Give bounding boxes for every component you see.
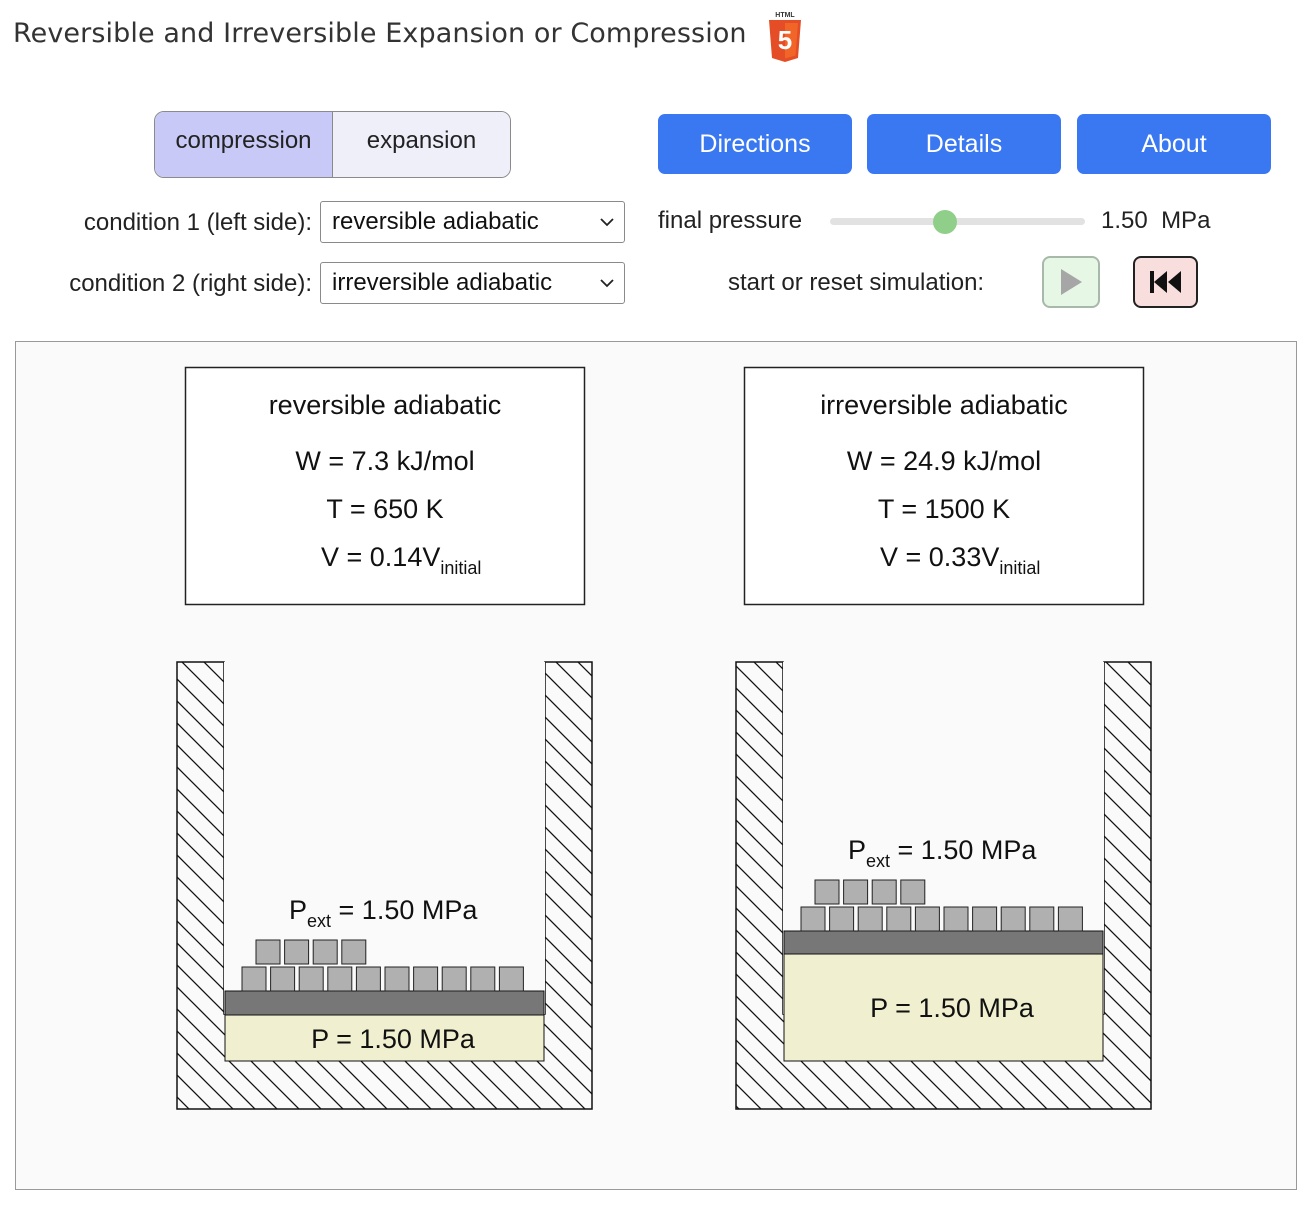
condition-1-label: condition 1 (left side): xyxy=(83,209,312,236)
weight-block xyxy=(1029,906,1055,932)
weight-block xyxy=(327,966,353,992)
left-piston xyxy=(224,990,545,1016)
condition-2-value: irreversible adiabatic xyxy=(332,269,553,296)
weight-block xyxy=(943,906,969,932)
weight-block xyxy=(413,966,439,992)
right-pext-label: Pext = 1.50 MPa xyxy=(848,835,1037,871)
weight-block xyxy=(843,879,869,905)
weight-block xyxy=(355,966,381,992)
left-gas xyxy=(224,1014,545,1062)
right-work: W = 24.9 kJ/mol xyxy=(847,446,1041,476)
about-button[interactable]: About xyxy=(1077,114,1271,174)
final-pressure-value: 1.50 xyxy=(1101,207,1148,234)
weight-block xyxy=(829,906,855,932)
right-pext-p: P xyxy=(848,835,866,865)
weight-block xyxy=(270,966,296,992)
left-pext-label: Pext = 1.50 MPa xyxy=(289,895,478,931)
mode-toggle: compression expansion xyxy=(154,111,511,178)
right-info-box: irreversible adiabatic W = 24.9 kJ/mol T… xyxy=(743,366,1145,606)
chevron-down-icon xyxy=(600,218,614,227)
final-pressure-slider[interactable] xyxy=(830,218,1085,225)
logo-label: HTML xyxy=(775,12,795,19)
compression-option[interactable]: compression xyxy=(155,112,332,177)
left-volume: V = 0.14Vinitial xyxy=(321,542,481,578)
right-volume-prefix: V = 0.33V xyxy=(880,542,999,572)
weight-block xyxy=(1057,906,1083,932)
left-weights xyxy=(241,939,524,992)
left-pext-value: = 1.50 MPa xyxy=(331,895,478,925)
simulation-control-label: start or reset simulation: xyxy=(728,269,985,296)
left-cylinder: Pext = 1.50 MPa P = 1.50 MPa xyxy=(176,661,593,1110)
right-piston xyxy=(783,930,1104,955)
condition-1-select[interactable]: reversible adiabatic xyxy=(320,201,625,243)
weight-block xyxy=(255,939,281,965)
right-pext-value: = 1.50 MPa xyxy=(890,835,1037,865)
right-temperature: T = 1500 K xyxy=(878,494,1010,524)
weight-block xyxy=(312,939,338,965)
right-volume-subscript: initial xyxy=(999,558,1040,578)
weight-block xyxy=(900,879,926,905)
left-info-box: reversible adiabatic W = 7.3 kJ/mol T = … xyxy=(184,366,586,606)
details-button[interactable]: Details xyxy=(867,114,1061,174)
right-volume: V = 0.33Vinitial xyxy=(880,542,1040,578)
logo-number: 5 xyxy=(778,25,792,55)
page-title: Reversible and Irreversible Expansion or… xyxy=(13,18,747,49)
final-pressure-unit: MPa xyxy=(1161,207,1211,234)
right-title: irreversible adiabatic xyxy=(820,390,1068,420)
weight-block xyxy=(384,966,410,992)
left-volume-subscript: initial xyxy=(440,558,481,578)
condition-2-label: condition 2 (right side): xyxy=(69,270,312,297)
right-gas-pressure: P = 1.50 MPa xyxy=(870,993,1035,1023)
weight-block xyxy=(498,966,524,992)
left-pext-p: P xyxy=(289,895,307,925)
simulation-canvas: reversible adiabatic W = 7.3 kJ/mol T = … xyxy=(176,366,1152,1110)
weight-block xyxy=(914,906,940,932)
final-pressure-readout: 1.50 MPa xyxy=(1101,207,1210,235)
weight-block xyxy=(1000,906,1026,932)
condition-2-select[interactable]: irreversible adiabatic xyxy=(320,262,625,304)
weight-block xyxy=(284,939,310,965)
weight-block xyxy=(800,906,826,932)
weight-block xyxy=(298,966,324,992)
final-pressure-slider-thumb[interactable] xyxy=(933,210,957,234)
play-button[interactable] xyxy=(1042,256,1100,308)
simulation-area: reversible adiabatic W = 7.3 kJ/mol T = … xyxy=(15,341,1297,1190)
weight-block xyxy=(857,906,883,932)
left-gas-pressure: P = 1.50 MPa xyxy=(311,1024,476,1054)
right-gas xyxy=(783,953,1104,1062)
play-icon xyxy=(1061,269,1082,295)
html5-logo-icon: HTML 5 xyxy=(769,12,801,62)
weight-block xyxy=(341,939,367,965)
weight-block xyxy=(871,879,897,905)
weight-block xyxy=(441,966,467,992)
right-weights xyxy=(800,879,1083,932)
condition-1-value: reversible adiabatic xyxy=(332,208,539,235)
left-pext-sub: ext xyxy=(307,911,331,931)
directions-button[interactable]: Directions xyxy=(658,114,852,174)
left-temperature: T = 650 K xyxy=(326,494,443,524)
expansion-option[interactable]: expansion xyxy=(332,112,510,177)
final-pressure-label: final pressure xyxy=(658,207,803,234)
weight-block xyxy=(241,966,267,992)
reset-button[interactable] xyxy=(1133,256,1198,308)
left-title: reversible adiabatic xyxy=(269,390,502,420)
right-pext-sub: ext xyxy=(866,851,890,871)
rewind-to-start-icon xyxy=(1149,271,1181,293)
weight-block xyxy=(814,879,840,905)
left-work: W = 7.3 kJ/mol xyxy=(295,446,474,476)
chevron-down-icon xyxy=(600,279,614,288)
weight-block xyxy=(972,906,998,932)
weight-block xyxy=(886,906,912,932)
right-cylinder: Pext = 1.50 MPa P = 1.50 MPa xyxy=(735,661,1152,1110)
weight-block xyxy=(470,966,496,992)
left-volume-prefix: V = 0.14V xyxy=(321,542,440,572)
